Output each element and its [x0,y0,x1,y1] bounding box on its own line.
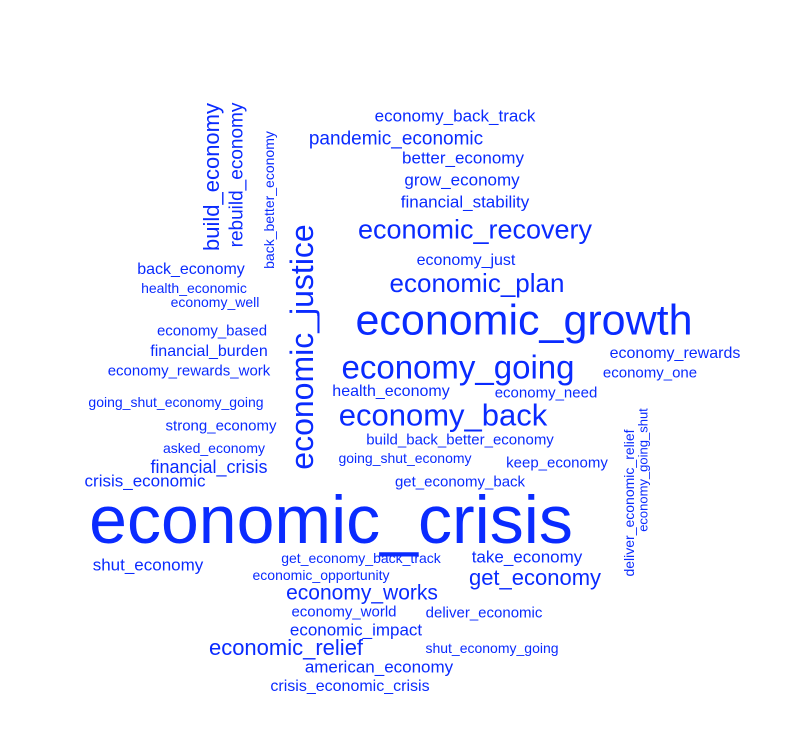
word-strong-economy: strong_economy [165,417,277,435]
word-economy-world: economy_world [291,603,397,621]
word-crisis-economic: crisis_economic [84,471,206,491]
word-back-economy: back_economy [137,261,245,278]
word-economy-need: economy_need [494,384,598,402]
word-economic-plan: economic_plan [389,268,565,298]
word-economy-going-shut: economy_going_shut [635,408,651,532]
word-better-economy: better_economy [402,148,524,168]
word-going-shut-economy-going: going_shut_economy_going [88,394,264,410]
word-economic-impact: economic_impact [289,620,423,640]
word-economy-rewards-work: economy_rewards_work [107,362,271,380]
word-economic-growth: economic_growth [355,296,693,345]
word-financial-stability: financial_stability [400,192,530,212]
word-health-economy: health_economy [332,383,450,400]
word-get-economy-back-track: get_economy_back_track [281,550,441,566]
word-economy-based: economy_based [156,322,268,340]
word-economic-opportunity: economic_opportunity [252,567,390,583]
word-economic-crisis: economic_crisis [89,482,573,558]
word-get-economy: get_economy [468,565,602,590]
word-economy-back: economy_back [338,397,548,433]
word-health-economic: health_economic [141,280,247,296]
word-build-back-better-economy: build_back_better_economy [366,431,554,449]
word-rebuild-economy: rebuild_economy [226,102,248,248]
word-deliver-economic: deliver_economic [425,604,543,622]
word-deliver-economic-relief: deliver_economic_relief [621,429,637,577]
word-asked-economy: asked_economy [163,440,265,456]
word-back-better-economy: back_better_economy [261,131,277,269]
word-economic-justice: economic_justice [284,224,320,470]
word-going-shut-economy: going_shut_economy [338,450,472,466]
word-pandemic-economic: pandemic_economic [308,128,484,150]
word-financial-burden: financial_burden [150,343,268,360]
word-economy-back-track: economy_back_track [374,106,536,126]
word-grow-economy: grow_economy [404,170,520,190]
word-take-economy: take_economy [471,547,583,567]
word-economy-going: economy_going [341,348,575,386]
word-economic-relief: economic_relief [208,635,364,660]
word-get-economy-back: get_economy_back [394,473,526,491]
word-shut-economy-going: shut_economy_going [425,640,559,656]
word-economy-works: economy_works [286,581,438,605]
word-american-economy: american_economy [304,657,454,677]
word-financial-crisis: financial_crisis [150,457,268,477]
word-economy-well: economy_well [170,294,260,310]
word-build-economy: build_economy [199,103,224,251]
word-economy-rewards: economy_rewards [609,345,741,362]
word-shut-economy: shut_economy [92,555,204,575]
word-economy-just: economy_just [416,252,516,269]
word-economic-recovery: economic_recovery [357,214,593,245]
word-economy-one: economy_one [602,364,698,382]
word-keep-economy: keep_economy [506,454,608,472]
word-crisis-economic-crisis: crisis_economic_crisis [270,678,430,695]
